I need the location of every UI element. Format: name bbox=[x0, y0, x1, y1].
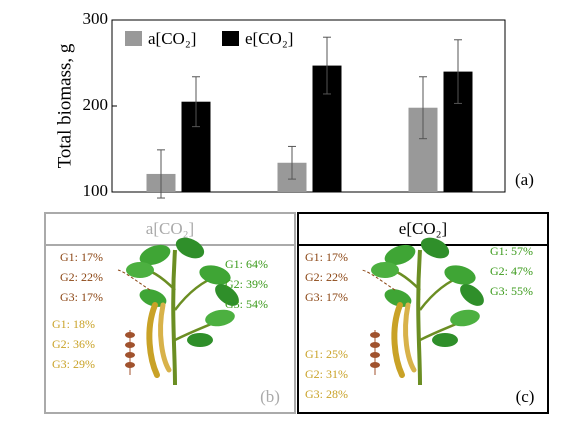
panel-b-frame bbox=[44, 212, 296, 414]
yellow-share: G3: 28% bbox=[305, 387, 348, 401]
yellow-share: G1: 18% bbox=[52, 317, 95, 331]
y-tick-label: 300 bbox=[83, 9, 109, 28]
green-share: G3: 54% bbox=[225, 297, 268, 311]
legend-label: e[CO₂] bbox=[245, 29, 293, 48]
y-tick-label: 100 bbox=[83, 181, 109, 200]
green-share: G1: 64% bbox=[225, 257, 268, 271]
y-axis-label: Total biomass, g bbox=[54, 43, 75, 168]
brown-share: G3: 17% bbox=[60, 290, 103, 304]
brown-share: G2: 22% bbox=[305, 270, 348, 284]
yellow-share: G2: 31% bbox=[305, 367, 348, 381]
green-share: G1: 57% bbox=[490, 244, 533, 258]
legend-swatch bbox=[222, 31, 239, 46]
panel-label: (a) bbox=[515, 170, 534, 189]
legend-swatch bbox=[125, 31, 142, 46]
green-share: G2: 47% bbox=[490, 264, 533, 278]
legend-label: a[CO₂] bbox=[148, 29, 196, 48]
yellow-share: G1: 25% bbox=[305, 347, 348, 361]
brown-share: G3: 17% bbox=[305, 290, 348, 304]
green-share: G3: 55% bbox=[490, 284, 533, 298]
brown-share: G1: 17% bbox=[305, 250, 348, 264]
panel-label: (b) bbox=[260, 387, 280, 406]
panel-title: e[CO₂] bbox=[399, 219, 447, 238]
panel-title: a[CO₂] bbox=[146, 219, 194, 238]
y-tick-label: 200 bbox=[83, 95, 109, 114]
yellow-share: G3: 29% bbox=[52, 357, 95, 371]
panel-c-frame bbox=[297, 212, 549, 414]
panel-label: (c) bbox=[516, 387, 535, 406]
arrow bbox=[361, 269, 396, 291]
plant-illustration bbox=[370, 234, 488, 385]
green-share: G2: 39% bbox=[225, 277, 268, 291]
brown-share: G1: 17% bbox=[60, 250, 103, 264]
brown-share: G2: 22% bbox=[60, 270, 103, 284]
arrow bbox=[117, 269, 151, 291]
yellow-share: G2: 36% bbox=[52, 337, 95, 351]
